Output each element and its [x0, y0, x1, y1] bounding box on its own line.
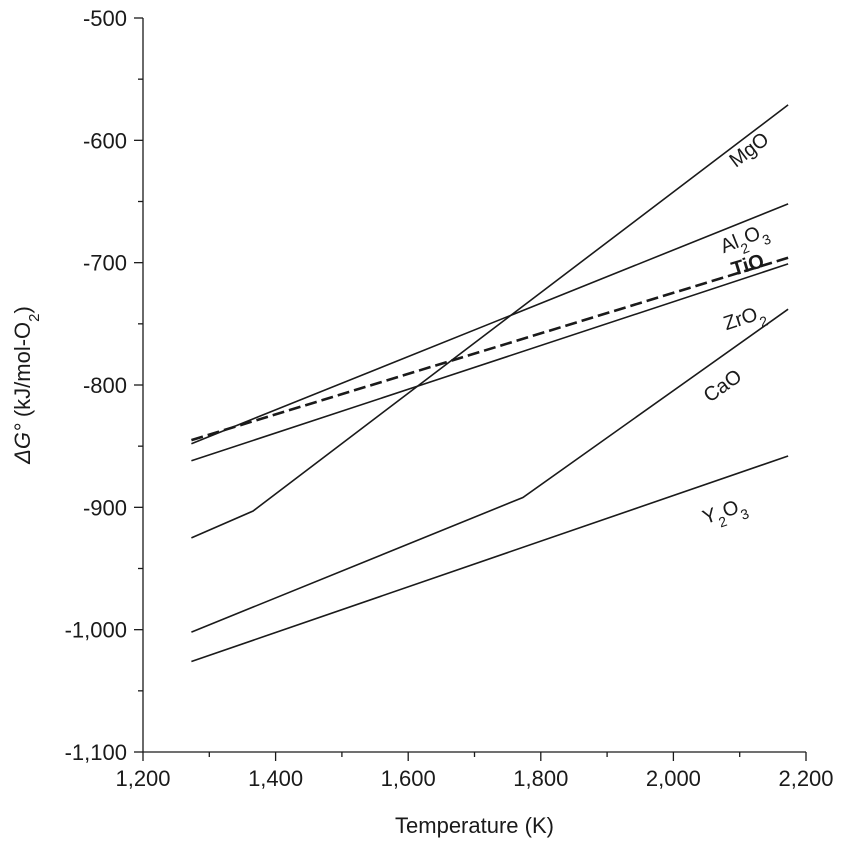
series-label-cao: CaO	[700, 365, 746, 407]
x-axis-title: Temperature (K)	[395, 813, 554, 838]
y-axis-title-symbol: ΔG°	[10, 423, 35, 465]
label-text: CaO	[700, 365, 746, 407]
x-tick-label: 1,600	[381, 766, 436, 791]
y-tick-label: -800	[83, 373, 127, 398]
y-tick-label: -1,000	[65, 618, 127, 643]
series-label-zro2: ZrO2	[721, 301, 770, 341]
series-line-zro2	[191, 263, 789, 462]
y-tick-label: -1,100	[65, 740, 127, 765]
series-line-mgo	[191, 104, 789, 539]
y-axis-title-subscript: 2	[26, 313, 43, 321]
y-tick-label: -500	[83, 6, 127, 31]
series-line-tio	[191, 256, 789, 442]
x-tick-label: 2,200	[778, 766, 833, 791]
label-subscript: 2	[757, 312, 770, 330]
label-text: TiO	[729, 250, 767, 281]
series-label-y2o3: Y2O3	[700, 494, 751, 535]
label-text: ZrO	[721, 303, 761, 335]
y-tick-label: -600	[83, 128, 127, 153]
series-label-tio: TiO	[729, 250, 767, 281]
series-line-al2o3	[191, 203, 789, 445]
x-tick-label: 1,200	[115, 766, 170, 791]
y-axis-title: ΔG° (kJ/mol-O2)	[10, 306, 43, 465]
label-subscript: 3	[738, 505, 751, 523]
y-axis: -500 -600 -700 -800 -900 -1,000 -1,100	[65, 6, 143, 765]
x-tick-label: 1,800	[513, 766, 568, 791]
series-line-cao	[191, 308, 789, 633]
series-layer	[191, 104, 789, 663]
x-tick-label: 1,400	[248, 766, 303, 791]
label-text: O	[741, 222, 764, 248]
series-line-y2o3	[191, 455, 789, 663]
y-tick-label: -900	[83, 495, 127, 520]
x-tick-label: 2,000	[646, 766, 701, 791]
series-label-al2o3: Al2O3	[717, 219, 773, 263]
label-subscript: 3	[760, 230, 773, 248]
x-axis: 1,200 1,400 1,600 1,800 2,000 2,200	[115, 752, 834, 791]
y-axis-title-close: )	[10, 306, 35, 313]
label-text: O	[720, 496, 742, 522]
y-tick-label: -700	[83, 251, 127, 276]
y-axis-title-unit: (kJ/mol-O	[10, 322, 35, 417]
